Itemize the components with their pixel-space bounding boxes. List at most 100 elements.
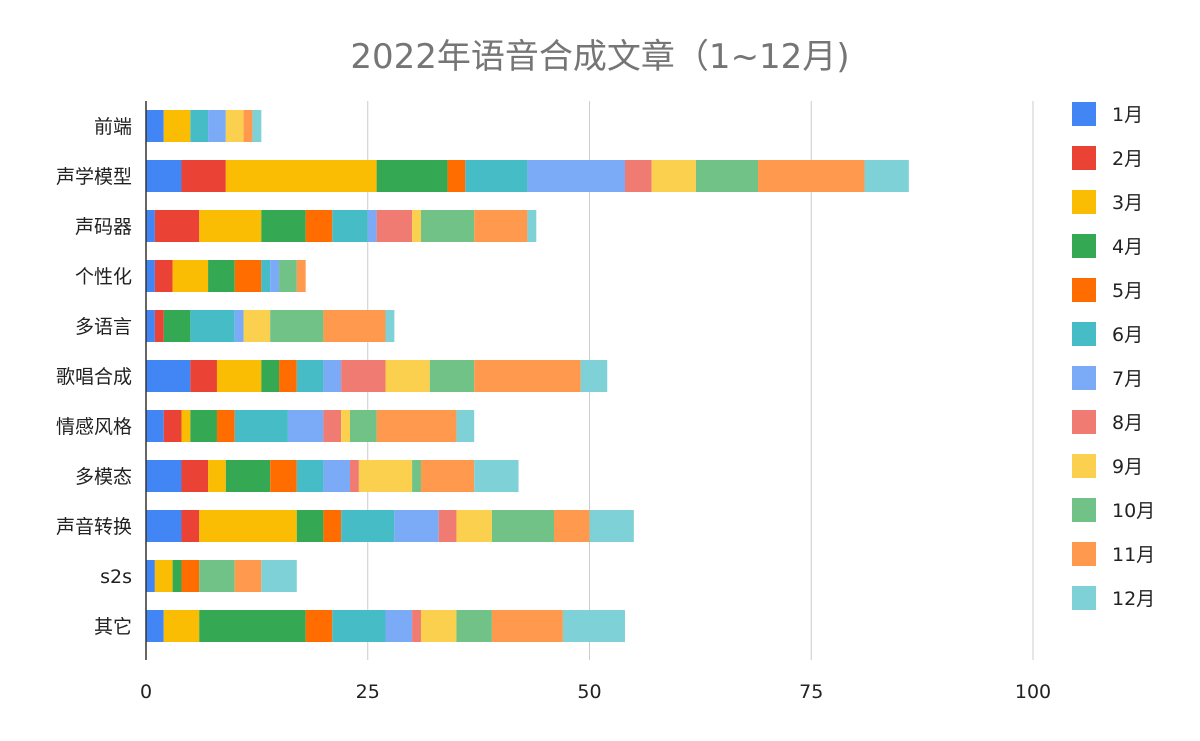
bar-segment	[624, 160, 652, 192]
bar-segment	[172, 560, 182, 592]
bar-segment	[261, 260, 271, 292]
bar-segment	[190, 110, 209, 142]
category-label: 情感风格	[56, 416, 132, 438]
bar-segment	[163, 410, 182, 442]
bar-segment	[580, 360, 608, 392]
bar-segment	[190, 360, 217, 392]
legend-label: 6月	[1112, 324, 1143, 346]
bar-segment	[243, 110, 253, 142]
bar-segment	[252, 110, 262, 142]
bar-segment	[208, 260, 235, 292]
legend-label: 4月	[1112, 236, 1143, 258]
bar-segment	[323, 510, 342, 542]
legend-label: 1月	[1112, 104, 1143, 126]
bar-segment	[456, 610, 492, 642]
bar-segment	[216, 410, 235, 442]
legend-swatch	[1072, 454, 1096, 478]
bar-segment	[279, 360, 297, 392]
bar-segment	[341, 360, 386, 392]
bar-segment	[154, 260, 173, 292]
category-label: 声码器	[75, 216, 132, 238]
bar-segment	[332, 210, 368, 242]
bar-segment	[350, 460, 359, 492]
category-label: 个性化	[75, 266, 132, 288]
legend-swatch	[1072, 278, 1096, 302]
bar-segment	[225, 110, 244, 142]
bar-segment	[270, 260, 280, 292]
bar-segment	[527, 160, 625, 192]
bar-segment	[332, 610, 386, 642]
bar-segment	[491, 510, 555, 542]
bar-segment	[456, 510, 492, 542]
bar-segment	[465, 160, 528, 192]
legend-swatch	[1072, 190, 1096, 214]
bar-segment	[412, 460, 421, 492]
bar-segment	[394, 510, 439, 542]
bar-segment	[181, 460, 209, 492]
legend-swatch	[1072, 234, 1096, 258]
bar-segment	[554, 510, 590, 542]
bar-segment	[199, 610, 306, 642]
legend-label: 10月	[1112, 500, 1155, 522]
bar-segment	[146, 610, 164, 642]
legend-label: 3月	[1112, 192, 1143, 214]
legend-label: 8月	[1112, 412, 1143, 434]
legend-swatch	[1072, 146, 1096, 170]
bar-segment	[385, 360, 430, 392]
category-label: 歌唱合成	[56, 366, 132, 388]
bar-segment	[190, 310, 235, 342]
legend-label: 2月	[1112, 148, 1143, 170]
bar-segment	[154, 310, 164, 342]
bar-segment	[181, 560, 200, 592]
x-tick-label: 75	[799, 681, 823, 703]
bar-segment	[429, 360, 475, 392]
bar-segment	[199, 210, 262, 242]
bar-segment	[474, 210, 528, 242]
category-label: 声音转换	[56, 516, 132, 538]
bar-segment	[358, 460, 413, 492]
bar-segment	[225, 160, 377, 192]
legend: 1月 2月 3月 4月 5月 6月 7月 8月 9月 10月 11月 12月	[1072, 102, 1155, 610]
category-label: 多模态	[75, 466, 132, 488]
bar-segment	[323, 360, 342, 392]
bar-segment	[146, 510, 182, 542]
bar-segment	[341, 410, 351, 442]
x-tick-label: 0	[140, 681, 152, 703]
bar-segment	[208, 110, 226, 142]
bar-segment	[181, 160, 226, 192]
legend-label: 11月	[1112, 544, 1155, 566]
legend-swatch	[1072, 102, 1096, 126]
bar-segment	[154, 560, 173, 592]
bar-segment	[562, 610, 625, 642]
bar-segment	[864, 160, 909, 192]
bar-segment	[146, 110, 164, 142]
legend-swatch	[1072, 410, 1096, 434]
bar-segment	[367, 210, 377, 242]
bar-segment	[199, 510, 297, 542]
bar-segment	[447, 160, 466, 192]
x-tick-label: 100	[1015, 681, 1051, 703]
bar-segment	[146, 460, 182, 492]
bar-segment	[376, 210, 413, 242]
bar-segment	[305, 610, 333, 642]
bar-segment	[385, 310, 395, 342]
bar-segment	[261, 210, 306, 242]
bar-segment	[181, 510, 200, 542]
bar-segment	[323, 410, 342, 442]
bar-segment	[172, 260, 209, 292]
legend-label: 12月	[1112, 588, 1155, 610]
legend-label: 7月	[1112, 368, 1143, 390]
bar-segment	[296, 360, 324, 392]
bar-segment	[412, 210, 421, 242]
category-label: 前端	[94, 116, 132, 138]
bar-segment	[420, 610, 457, 642]
legend-swatch	[1072, 586, 1096, 610]
category-label: 其它	[94, 616, 132, 638]
bar-segment	[323, 310, 386, 342]
bar-segment	[146, 260, 155, 292]
bar-segment	[181, 410, 191, 442]
bar-segment	[270, 310, 324, 342]
legend-label: 9月	[1112, 456, 1143, 478]
